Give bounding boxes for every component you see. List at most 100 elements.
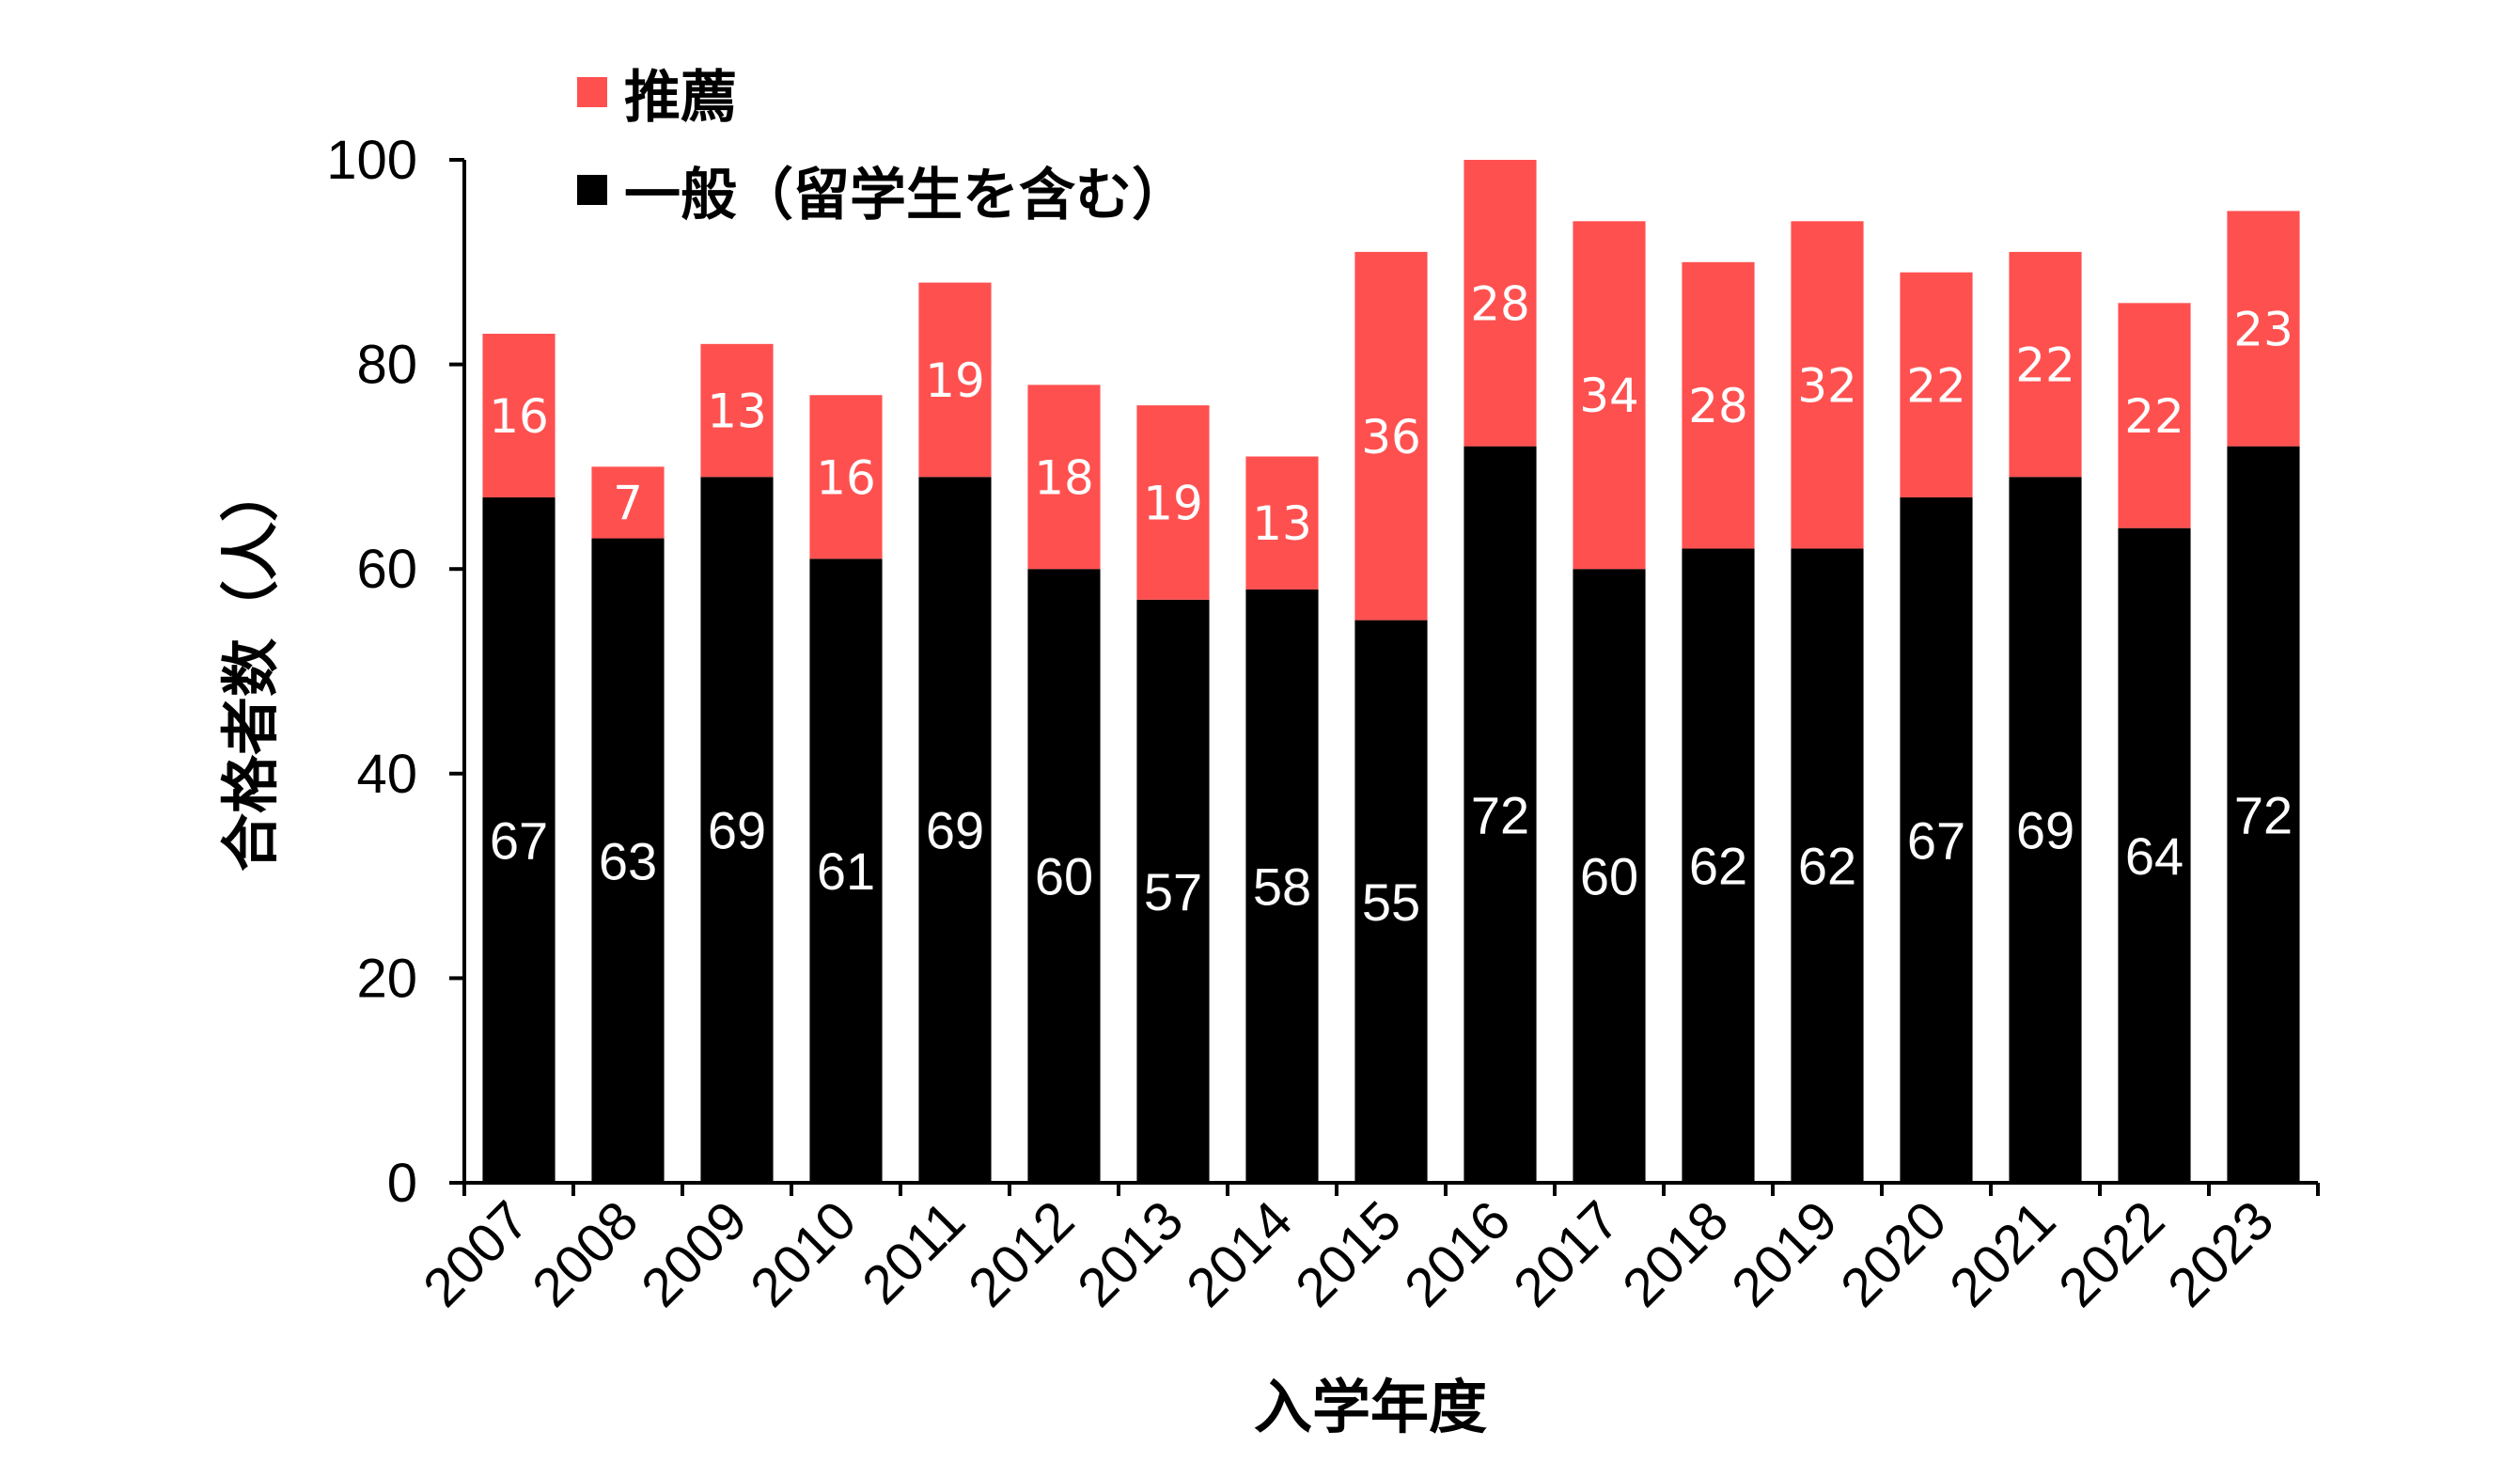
data-label-general-2010: 61 [817,841,875,901]
bar-recommendation-2018 [1682,261,1755,549]
data-label-general-2011: 69 [926,801,984,860]
bar-general-2021 [2009,477,2082,1183]
bar-recommendation-2007 [482,333,556,498]
bar-general-2010 [809,558,883,1183]
bar-general-2017 [1573,569,1646,1183]
x-axis-title: 入学年度 [1254,1373,1487,1441]
bar-general-2019 [1791,548,1864,1183]
bar-recommendation-2020 [1900,272,1973,498]
data-label-general-2022: 64 [2125,826,2183,886]
bar-general-2012 [1027,569,1101,1183]
data-label-general-2015: 55 [1362,873,1420,932]
data-label-general-2014: 58 [1253,857,1311,916]
x-tick-label-2011: 2011 [851,1189,977,1315]
x-tick-label-2010: 2010 [739,1189,868,1318]
x-tick-label-2009: 2009 [630,1189,759,1318]
data-label-general-2017: 60 [1580,847,1638,906]
bar-recommendation-2008 [591,466,665,539]
data-label-recommendation-2019: 32 [1797,358,1857,413]
bar-recommendation-2017 [1573,221,1646,570]
bars-layer [482,160,2300,1183]
bar-general-2008 [591,538,665,1183]
bar-recommendation-2016 [1463,160,1537,447]
x-tick-label-2021: 2021 [1938,1189,2067,1318]
x-tick-label-2013: 2013 [1066,1189,1195,1318]
legend-label-general: 一般（留学生を含む） [624,163,1188,228]
bar-recommendation-2014 [1245,456,1319,590]
bar-general-2023 [2227,446,2300,1183]
data-label-general-2007: 67 [490,811,548,871]
bar-recommendation-2009 [700,343,774,478]
x-tick-label-2014: 2014 [1175,1189,1304,1318]
y-tick-label-0: 0 [387,1153,417,1214]
x-tick-label-2008: 2008 [521,1189,650,1318]
legend: 推薦 一般（留学生を含む） [577,65,1188,228]
x-tick-label-2007: 2007 [412,1189,540,1318]
data-label-recommendation-2009: 13 [707,385,767,439]
data-label-general-2012: 60 [1035,847,1093,906]
y-tick-label-20: 20 [356,948,417,1009]
bar-general-2022 [2118,527,2191,1183]
y-tick-label-60: 60 [356,539,417,600]
bar-general-2013 [1136,599,1210,1183]
bar-general-2014 [1245,589,1319,1183]
x-tick-label-2012: 2012 [957,1189,1086,1318]
x-tick-label-2018: 2018 [1611,1189,1740,1318]
data-label-general-2016: 72 [1471,785,1529,844]
bar-general-2009 [700,477,774,1183]
bar-recommendation-2023 [2227,211,2300,447]
x-tick-label-2020: 2020 [1829,1189,1958,1318]
data-label-recommendation-2022: 22 [2124,389,2184,444]
bar-general-2015 [1354,620,1428,1183]
data-label-general-2018: 62 [1689,837,1747,896]
bar-recommendation-2019 [1791,221,1864,549]
data-label-recommendation-2014: 13 [1252,496,1312,551]
y-axis-title: 合格者数（人） [216,464,285,872]
bar-recommendation-2013 [1136,405,1210,600]
bar-general-2018 [1682,548,1755,1183]
data-label-recommendation-2010: 16 [816,450,876,505]
x-tick-label-2023: 2023 [2156,1189,2285,1318]
y-tick-label-40: 40 [356,744,417,805]
y-tick-label-80: 80 [356,335,417,396]
data-label-recommendation-2023: 23 [2233,303,2293,357]
x-tick-label-2017: 2017 [1502,1189,1631,1318]
data-label-general-2008: 63 [599,831,657,890]
data-label-general-2009: 69 [708,801,766,860]
data-label-general-2020: 67 [1907,811,1965,871]
data-label-recommendation-2012: 18 [1034,450,1094,505]
y-tick-label-100: 100 [326,130,417,191]
data-label-recommendation-2007: 16 [489,389,549,444]
data-label-recommendation-2021: 22 [2015,338,2075,393]
bar-recommendation-2022 [2118,303,2191,528]
bar-general-2011 [918,477,992,1183]
data-label-general-2013: 57 [1144,862,1202,921]
data-label-recommendation-2008: 7 [613,476,643,530]
data-label-recommendation-2016: 28 [1470,276,1530,331]
legend-swatch-recommendation [577,77,607,107]
bar-general-2016 [1463,446,1537,1183]
data-label-recommendation-2013: 19 [1143,476,1203,530]
data-label-general-2023: 72 [2234,785,2293,844]
x-tick-label-2019: 2019 [1720,1189,1849,1318]
data-labels-layer: 67 16 63 7 69 13 61 16 69 19 60 18 57 19 58 13 55 36 72 28 6… [489,276,2293,931]
legend-label-recommendation: 推薦 [624,65,737,131]
data-label-recommendation-2017: 34 [1579,369,1639,423]
data-label-general-2019: 62 [1798,837,1856,896]
x-tick-label-2022: 2022 [2047,1189,2176,1318]
bar-recommendation-2015 [1354,251,1428,621]
x-tick-label-2015: 2015 [1284,1189,1413,1318]
bar-recommendation-2021 [2009,251,2082,478]
data-label-recommendation-2018: 28 [1688,379,1748,433]
data-label-recommendation-2020: 22 [1906,358,1966,413]
data-label-recommendation-2011: 19 [925,354,985,408]
bar-recommendation-2010 [809,395,883,559]
bar-general-2007 [482,497,556,1183]
bar-recommendation-2011 [918,282,992,478]
bar-general-2020 [1900,497,1973,1183]
bar-recommendation-2012 [1027,385,1101,570]
data-label-general-2021: 69 [2016,801,2074,860]
legend-swatch-general [577,175,607,205]
data-label-recommendation-2015: 36 [1361,410,1421,464]
